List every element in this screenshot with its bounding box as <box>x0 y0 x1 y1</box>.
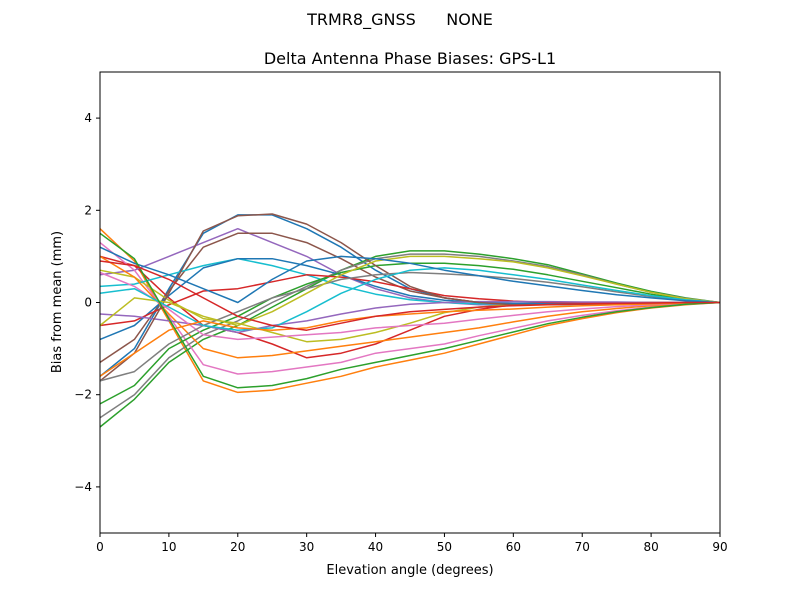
series-line-2 <box>99 228 721 394</box>
y-tick-label: −4 <box>74 480 92 494</box>
series-line-22 <box>99 301 721 377</box>
series-line-17 <box>99 271 721 341</box>
x-tick-label: 0 <box>96 540 104 554</box>
x-tick-label: 60 <box>506 540 521 554</box>
x-tick-label: 80 <box>643 540 658 554</box>
y-tick-label: 4 <box>84 111 92 125</box>
x-tick-label: 40 <box>368 540 383 554</box>
series-line-12 <box>99 255 721 359</box>
x-tick-label: 10 <box>161 540 176 554</box>
y-axis: −4 −2 0 2 4 <box>74 111 100 494</box>
series-line-10 <box>99 257 720 305</box>
chart-title: Delta Antenna Phase Biases: GPS-L1 <box>264 49 556 68</box>
series-line-20 <box>99 267 721 331</box>
x-tick-label: 90 <box>712 540 727 554</box>
y-tick-label: 0 <box>84 296 92 310</box>
series-line-24 <box>99 260 720 331</box>
series-line-3 <box>99 250 721 428</box>
x-tick-label: 50 <box>437 540 452 554</box>
series-line-21 <box>99 246 721 304</box>
y-axis-label: Bias from mean (mm) <box>50 231 65 373</box>
x-tick-label: 20 <box>230 540 245 554</box>
series-lines <box>99 213 721 428</box>
x-axis: 0 10 20 30 40 50 60 70 80 90 <box>96 533 728 554</box>
y-tick-label: −2 <box>74 388 92 402</box>
x-tick-label: 30 <box>299 540 314 554</box>
series-line-7 <box>99 242 721 375</box>
y-tick-label: 2 <box>84 203 92 217</box>
figure-suptitle: TRMR8_GNSS NONE <box>307 10 493 29</box>
x-tick-label: 70 <box>575 540 590 554</box>
x-axis-label: Elevation angle (degrees) <box>326 563 493 578</box>
series-line-19 <box>99 255 721 327</box>
series-line-23 <box>99 232 721 389</box>
